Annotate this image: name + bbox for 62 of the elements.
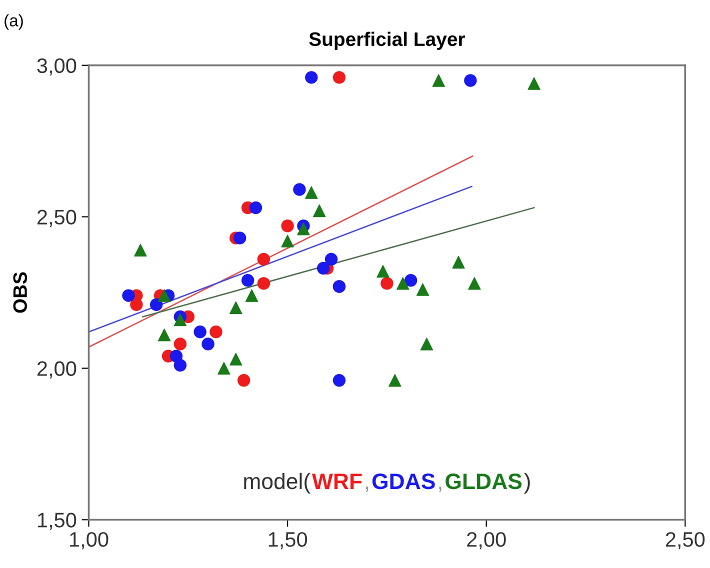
- point: [174, 358, 187, 372]
- annotation: ,: [366, 486, 368, 492]
- point: [174, 338, 187, 350]
- point: [245, 289, 258, 302]
- text: ,: [439, 486, 442, 492]
- y-axis-title: OBS: [13, 272, 27, 313]
- point: [122, 289, 135, 302]
- point: [332, 374, 346, 387]
- text: GLDAS: [446, 473, 522, 490]
- point: [174, 313, 187, 326]
- point: [158, 328, 171, 342]
- y-tick-label: 1,50: [38, 512, 76, 530]
- point: [468, 277, 481, 290]
- point: [194, 326, 206, 338]
- y-tick-label: 3,00: [37, 58, 76, 76]
- point: [210, 326, 222, 338]
- point: [218, 362, 230, 375]
- point: [404, 274, 418, 287]
- point: [376, 264, 390, 278]
- legend-title: model(: [244, 472, 310, 494]
- point: [281, 220, 294, 232]
- y-tick-label: 2,00: [37, 361, 76, 378]
- point: [396, 277, 410, 290]
- text: GDAS: [372, 473, 435, 490]
- point: [305, 186, 318, 199]
- point: [297, 222, 310, 236]
- point: [316, 262, 330, 275]
- point: [237, 374, 250, 387]
- text: WRF: [312, 474, 362, 489]
- point: [324, 252, 338, 266]
- point: [312, 204, 326, 218]
- x-tick-label: 1,00: [70, 532, 108, 550]
- x-tick-label: 2,00: [467, 532, 506, 550]
- point: [420, 338, 434, 350]
- point: [452, 256, 465, 269]
- point: [241, 274, 254, 287]
- point: [257, 252, 270, 266]
- point: [134, 244, 147, 256]
- text: (a): [4, 14, 23, 30]
- x-tick-label: 1,50: [268, 532, 308, 550]
- annotation: ): [524, 472, 530, 494]
- point: [281, 234, 294, 248]
- point: [380, 277, 394, 290]
- point: [202, 338, 214, 350]
- point: [230, 301, 242, 314]
- point: [528, 77, 540, 90]
- point: [233, 232, 246, 244]
- point: [464, 74, 477, 87]
- chart-title: Superficial Layer: [309, 32, 466, 50]
- point: [158, 289, 171, 302]
- y-tick-label: 2,50: [37, 210, 76, 227]
- point: [332, 71, 346, 84]
- point: [150, 298, 163, 311]
- point: [416, 283, 430, 296]
- point: [293, 183, 306, 196]
- point: [249, 201, 262, 214]
- x-tick-label: 2,50: [666, 532, 705, 550]
- point: [305, 71, 318, 84]
- point: [257, 277, 270, 290]
- point: [388, 374, 402, 387]
- point: [432, 74, 445, 87]
- point: [230, 352, 242, 366]
